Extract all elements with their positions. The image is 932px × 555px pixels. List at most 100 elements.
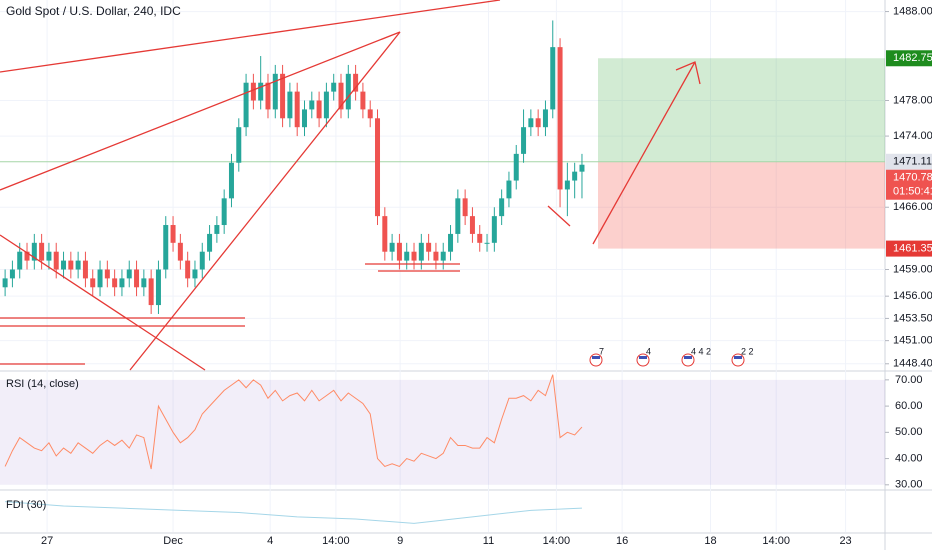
candle-body — [301, 109, 307, 128]
candle-body — [375, 118, 381, 217]
candle-body — [170, 225, 176, 243]
candle-body — [382, 216, 388, 252]
x-tick-label: 23 — [839, 535, 851, 547]
event-flag — [639, 356, 647, 359]
candle-body — [155, 269, 161, 306]
candle-body — [61, 260, 67, 270]
y-tick-label: 70.00 — [895, 374, 923, 386]
x-tick-label: 27 — [41, 535, 53, 547]
candle-body — [338, 82, 344, 110]
candle-body — [199, 251, 205, 270]
candle-body — [112, 278, 118, 288]
candle-body — [192, 269, 198, 279]
candle-body — [68, 260, 74, 270]
price-tag — [886, 153, 932, 170]
x-tick-label: 14:00 — [543, 535, 571, 547]
candle-body — [134, 269, 140, 288]
y-tick-label: 1448.40 — [893, 358, 932, 370]
candle-body — [221, 198, 227, 226]
pane-title: RSI (14, close) — [6, 378, 79, 390]
candle-body — [287, 91, 293, 119]
candle-body — [462, 198, 468, 217]
overlay: 27 Dec 4 14:00 9 11 14:00 16 18 14:00 23 1488.00 147… — [6, 4, 932, 547]
last-price-label: 1470.78 — [893, 172, 932, 184]
candle-body — [250, 82, 256, 101]
candle-body — [491, 216, 497, 243]
candle-body — [484, 242, 490, 244]
x-tick-label: 16 — [616, 535, 628, 547]
indicator-line — [4, 374, 583, 470]
candle-body — [243, 82, 249, 128]
y-tick-label: 1456.00 — [893, 290, 932, 302]
candle-body — [411, 251, 417, 261]
x-tick-label: 9 — [397, 535, 403, 547]
x-tick-label: 14:00 — [322, 535, 350, 547]
trend-line — [0, 31, 401, 191]
candle-body — [535, 118, 541, 128]
candle-body — [345, 73, 351, 110]
candle-body — [163, 225, 169, 270]
event-count: 4 — [646, 346, 651, 356]
candle-body — [24, 251, 30, 261]
candle-body — [97, 269, 103, 288]
candle-body — [53, 251, 59, 270]
candle-body — [418, 242, 424, 261]
trend-line — [0, 234, 206, 371]
candle-body — [389, 242, 395, 252]
candle-body — [360, 91, 366, 110]
countdown: 01:50:41 — [893, 186, 932, 198]
candle-body — [75, 260, 81, 270]
price-tag-label: 1461.35 — [893, 243, 932, 255]
pane-title: FDI (30) — [6, 499, 46, 511]
candle-body — [572, 171, 578, 181]
y-tick-label: 1453.50 — [893, 312, 932, 324]
candle-body — [9, 269, 15, 279]
candle-body — [564, 180, 570, 190]
candle-body — [214, 225, 220, 234]
candle-body — [258, 82, 264, 101]
x-tick-label: 11 — [483, 535, 494, 547]
candle-body — [513, 153, 519, 181]
candle-body — [477, 233, 483, 243]
candle-body — [280, 73, 286, 119]
candle-body — [528, 118, 534, 128]
candle-body — [90, 278, 96, 288]
chart-title: Gold Spot / U.S. Dollar, 240, IDC — [6, 4, 181, 18]
candle-body — [119, 278, 125, 288]
loss-zone — [598, 161, 885, 249]
y-tick-label: 1474.00 — [893, 130, 932, 142]
x-tick-label: 18 — [704, 535, 716, 547]
y-tick-label: 1466.00 — [893, 201, 932, 213]
x-tick-label: Dec — [163, 535, 183, 547]
candle-body — [448, 233, 454, 252]
price-tag — [886, 240, 932, 257]
candle-body — [426, 242, 432, 252]
event-flag — [592, 356, 600, 359]
candle-body — [228, 162, 234, 199]
candle-body — [126, 269, 132, 279]
candle-body — [17, 251, 23, 270]
candle-body — [272, 73, 278, 110]
y-tick-label: 1478.00 — [893, 94, 932, 106]
candle-body — [433, 251, 439, 261]
candle-body — [141, 278, 147, 288]
y-tick-label: 60.00 — [895, 400, 923, 412]
y-tick-label: 40.00 — [895, 452, 923, 464]
drawings — [0, 0, 701, 371]
trend-line — [547, 205, 571, 227]
indicator-line — [5, 501, 582, 524]
candle-body — [185, 260, 191, 279]
event-count: 4 4 2 — [691, 346, 711, 356]
candle-body — [404, 251, 410, 261]
candle-body — [396, 242, 402, 261]
x-tick-label: 14:00 — [762, 535, 790, 547]
event-flag — [684, 356, 692, 359]
candle-body — [148, 278, 154, 306]
arrow — [592, 61, 696, 245]
event-count: 7 — [599, 346, 604, 356]
candle-body — [207, 233, 213, 252]
candle-body — [331, 82, 337, 92]
trend-line — [0, 0, 501, 73]
event-count: 2 2 — [741, 346, 754, 356]
